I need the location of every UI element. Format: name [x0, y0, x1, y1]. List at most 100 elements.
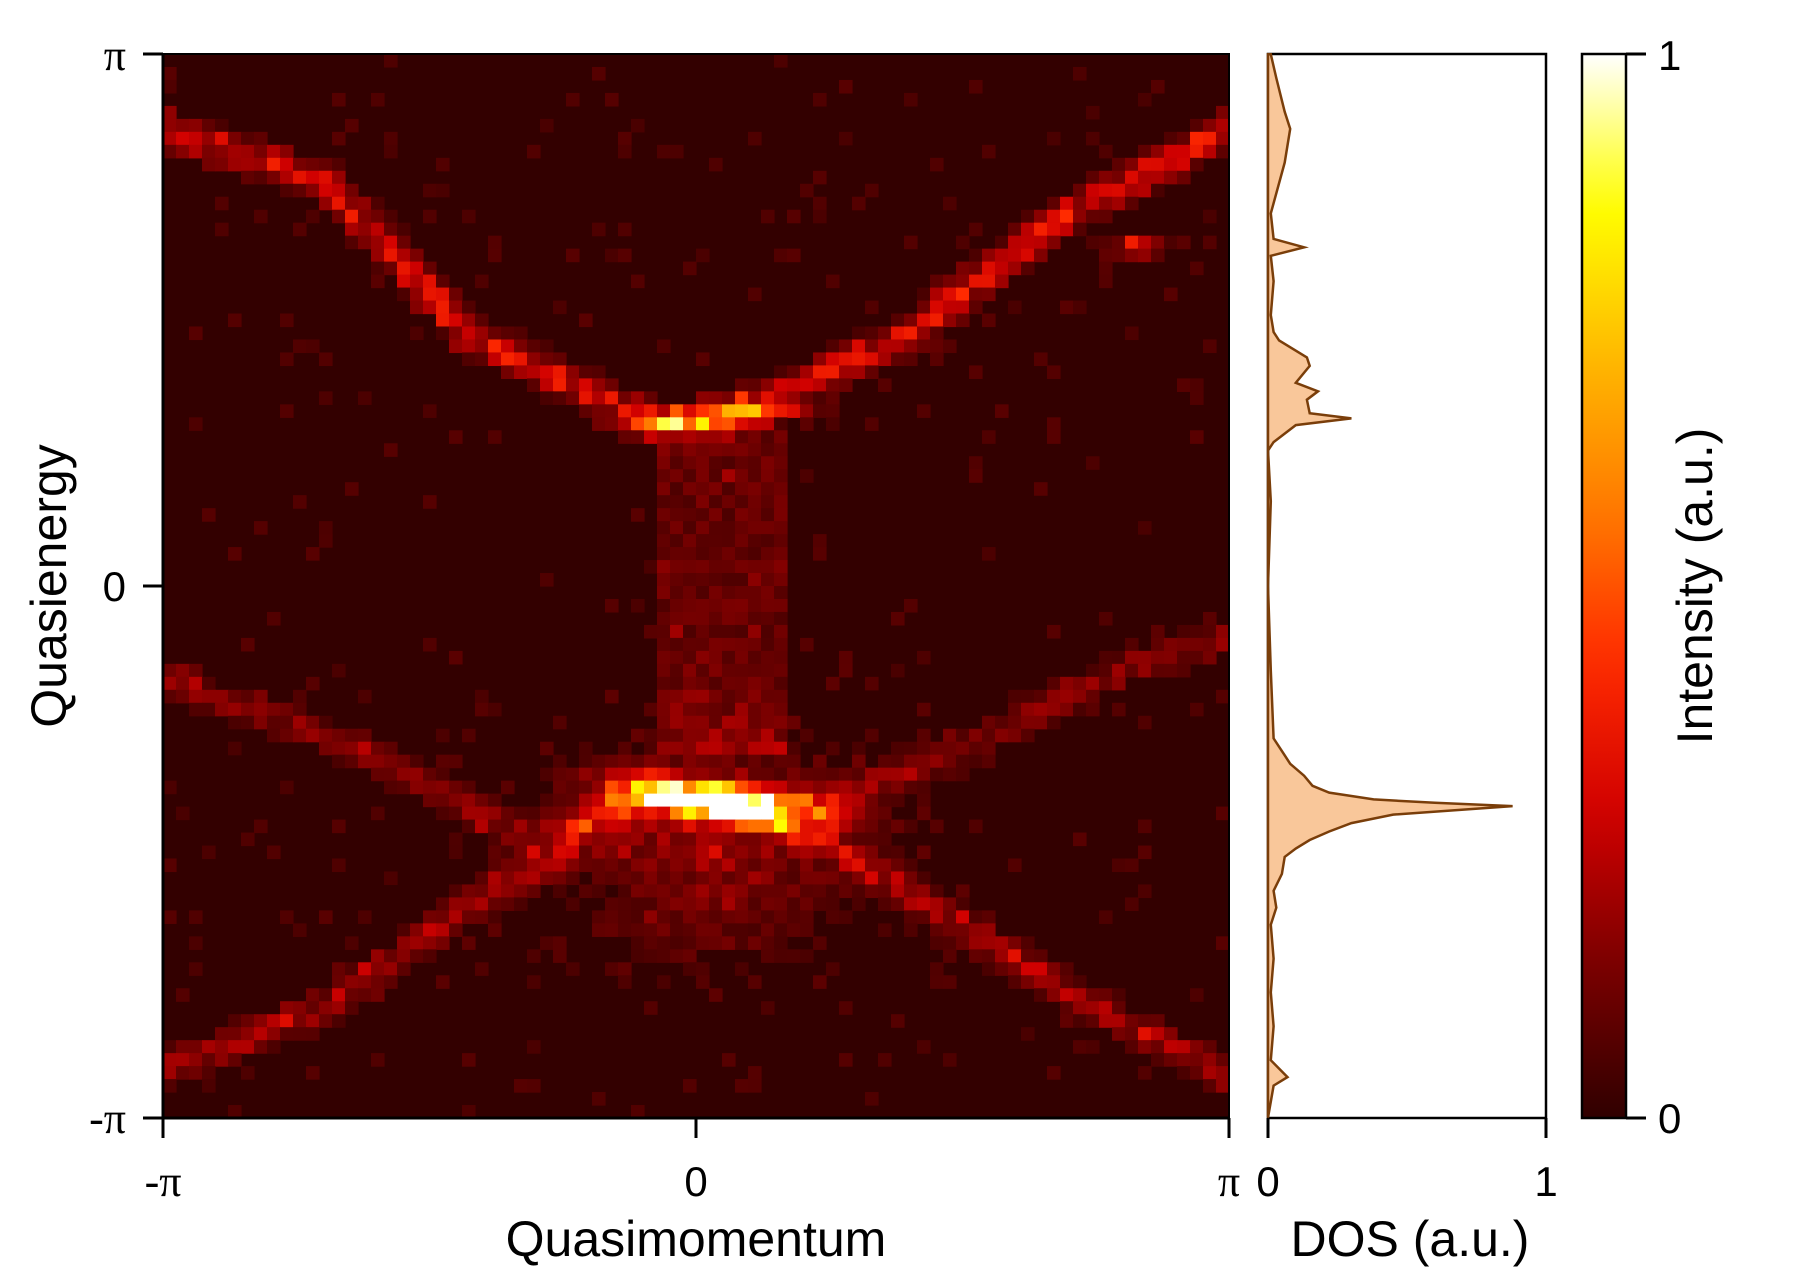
heatmap-cell: [761, 521, 775, 535]
heatmap-cell: [774, 534, 788, 548]
heatmap-cell: [618, 962, 632, 976]
heatmap-cell: [800, 637, 814, 652]
heatmap-cell: [410, 949, 424, 963]
heatmap-cell: [1112, 196, 1126, 211]
heatmap-cell: [826, 391, 840, 405]
heatmap-cell: [605, 404, 619, 418]
heatmap-cell: [943, 339, 957, 354]
heatmap-cell: [540, 858, 554, 873]
heatmap-cell: [917, 845, 931, 860]
heatmap-cell: [722, 586, 736, 600]
heatmap-cell: [241, 144, 255, 159]
heatmap-cell: [761, 741, 775, 756]
heatmap-cell: [1164, 235, 1178, 250]
heatmap-cell: [579, 378, 593, 392]
heatmap-cell: [189, 144, 203, 159]
heatmap-cell: [735, 586, 749, 600]
heatmap-cell: [423, 274, 437, 289]
heatmap-cell: [696, 923, 710, 937]
heatmap-cell: [696, 702, 710, 717]
heatmap-cell: [618, 884, 632, 899]
heatmap-cell: [423, 767, 437, 782]
heatmap-cell: [631, 897, 645, 911]
heatmap-cell: [1099, 274, 1113, 289]
heatmap-cell: [709, 702, 723, 717]
heatmap-cell: [345, 235, 359, 250]
heatmap-cell: [267, 157, 281, 172]
heatmap-cell: [774, 689, 788, 704]
heatmap-cell: [930, 741, 944, 756]
heatmap-cell: [943, 897, 957, 911]
heatmap-cell: [527, 858, 541, 873]
heatmap-cell: [163, 105, 177, 120]
heatmap-cell: [514, 339, 528, 354]
heatmap-cell: [475, 871, 489, 886]
heatmap-cell: [1151, 235, 1165, 250]
heatmap-cell: [813, 845, 827, 860]
heatmap-cell: [696, 598, 710, 613]
heatmap-cell: [1047, 196, 1061, 211]
heatmap-cell: [904, 313, 918, 328]
heatmap-cell: [670, 884, 684, 899]
heatmap-cell: [748, 897, 762, 911]
heatmap-cell: [449, 793, 463, 808]
heatmap-cell: [904, 767, 918, 782]
heatmap-cell: [982, 313, 996, 328]
heatmap-cell: [371, 92, 385, 107]
heatmap-cell: [280, 715, 294, 730]
heatmap-cell: [774, 443, 788, 457]
heatmap-cell: [1073, 66, 1087, 81]
heatmap-cell: [735, 378, 749, 392]
heatmap-cell: [514, 845, 528, 860]
heatmap-cell: [826, 910, 840, 924]
heatmap-cell: [631, 754, 645, 769]
heatmap-cell: [917, 404, 931, 418]
heatmap-cell: [488, 702, 502, 717]
heatmap-cell: [878, 897, 892, 911]
heatmap-cell: [826, 962, 840, 976]
heatmap-cell: [657, 884, 671, 899]
heatmap-cell: [709, 871, 723, 886]
heatmap-cell: [618, 754, 632, 769]
heatmap-cell: [761, 430, 775, 444]
heatmap-cell: [657, 702, 671, 717]
heatmap-cell: [436, 793, 450, 808]
heatmap-cell: [657, 482, 671, 496]
heatmap-cell: [748, 754, 762, 769]
heatmap-cell: [605, 598, 619, 613]
heatmap-cell: [202, 1079, 216, 1093]
heatmap-cell: [514, 832, 528, 847]
heatmap-cell: [618, 248, 632, 263]
heatmap-cell: [514, 1079, 528, 1093]
heatmap-cell: [865, 300, 879, 315]
heatmap-cell: [436, 183, 450, 198]
heatmap-cell: [748, 845, 762, 860]
heatmap-cell: [657, 443, 671, 457]
heatmap-cell: [852, 339, 866, 354]
heatmap-cell: [709, 793, 723, 808]
heatmap-cell: [371, 806, 385, 821]
heatmap-cell: [761, 456, 775, 470]
heatmap-cell: [579, 404, 593, 418]
heatmap-cell: [839, 858, 853, 873]
heatmap-cell: [696, 754, 710, 769]
heatmap-cell: [878, 780, 892, 795]
heatmap-cell: [241, 131, 255, 146]
heatmap-cell: [189, 663, 203, 678]
heatmap-cell: [748, 767, 762, 782]
heatmap-cell: [891, 884, 905, 899]
heatmap-cell: [631, 871, 645, 886]
heatmap-cell: [657, 598, 671, 613]
heatmap-cell: [683, 637, 697, 652]
heatmap-cell: [709, 417, 723, 431]
heatmap-cell: [813, 352, 827, 367]
heatmap-cell: [813, 819, 827, 834]
heatmap-cell: [722, 845, 736, 860]
heatmap-cell: [436, 157, 450, 172]
heatmap-cell: [917, 806, 931, 821]
heatmap-cell: [618, 923, 632, 937]
heatmap-cell: [826, 845, 840, 860]
heatmap-cell: [384, 209, 398, 224]
heatmap-cell: [683, 650, 697, 665]
heatmap-cell: [475, 910, 489, 924]
